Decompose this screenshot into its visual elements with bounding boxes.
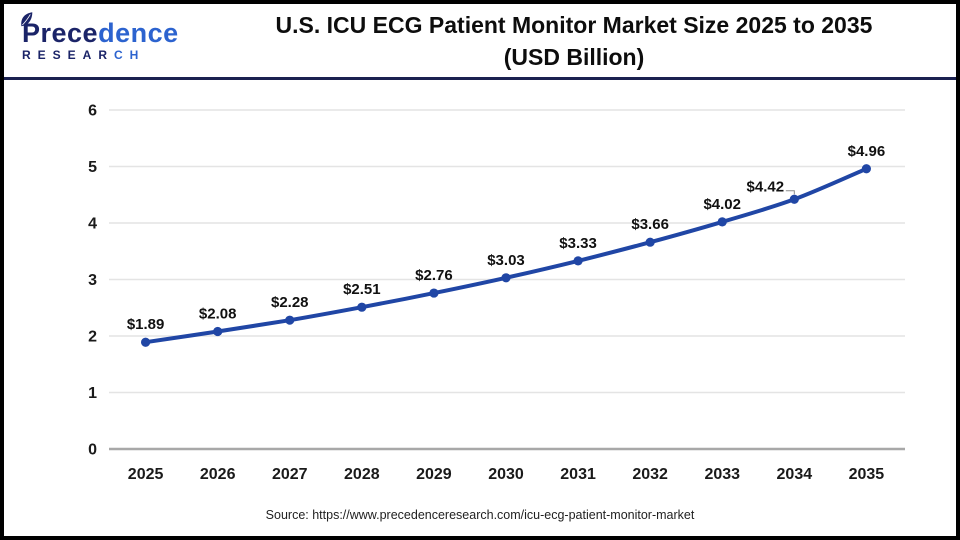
data-point-label: $4.42 bbox=[747, 178, 785, 195]
logo-wordmark: Precedence bbox=[22, 19, 216, 47]
y-axis-tick-label: 4 bbox=[88, 216, 97, 233]
logo-subtitle-dark: RESEAR bbox=[22, 47, 115, 62]
logo-subtitle: RESEARCH bbox=[22, 47, 216, 63]
data-point bbox=[357, 302, 367, 312]
data-point bbox=[429, 288, 439, 298]
data-point bbox=[501, 273, 511, 283]
data-point-label: $3.66 bbox=[631, 216, 669, 233]
y-axis-tick-label: 2 bbox=[88, 329, 97, 346]
label-leader-line bbox=[785, 190, 795, 195]
x-axis-year-label: 2027 bbox=[272, 466, 308, 483]
data-point-label: $3.33 bbox=[559, 235, 597, 252]
y-axis-tick-label: 3 bbox=[88, 272, 97, 289]
chart-title-line1: U.S. ICU ECG Patient Monitor Market Size… bbox=[275, 11, 873, 38]
x-axis-year-label: 2033 bbox=[704, 466, 740, 483]
x-axis-year-label: 2034 bbox=[777, 466, 813, 483]
precedence-research-logo: Precedence RESEARCH bbox=[16, 11, 216, 63]
data-point bbox=[573, 256, 583, 266]
x-axis-year-label: 2028 bbox=[344, 466, 380, 483]
y-axis-tick-label: 5 bbox=[88, 159, 97, 176]
data-point-label: $2.51 bbox=[343, 281, 381, 298]
x-axis-year-label: 2030 bbox=[488, 466, 524, 483]
market-size-line-chart: 0 1 2 3 4 5 6 2025 2026 2027 2028 2029 2030 2031 2032 2… bbox=[88, 103, 905, 483]
chart-title: U.S. ICU ECG Patient Monitor Market Size… bbox=[216, 9, 942, 73]
y-axis-tick-label: 1 bbox=[88, 385, 97, 402]
data-point-label: $1.89 bbox=[127, 316, 165, 333]
data-point bbox=[645, 237, 655, 247]
data-point bbox=[285, 315, 295, 325]
chart-title-line2: (USD Billion) bbox=[503, 43, 645, 70]
data-point bbox=[789, 194, 799, 204]
data-point-label: $4.02 bbox=[703, 196, 741, 213]
header: Precedence RESEARCH U.S. ICU ECG Patient… bbox=[4, 4, 956, 80]
data-point-label: $3.03 bbox=[487, 252, 525, 269]
data-point bbox=[717, 217, 727, 227]
source-caption: Source: https://www.precedenceresearch.c… bbox=[265, 508, 695, 522]
x-axis-year-label: 2031 bbox=[560, 466, 596, 483]
x-axis-year-label: 2026 bbox=[200, 466, 236, 483]
logo-subtitle-blue: CH bbox=[114, 47, 146, 62]
x-axis-year-label: 2025 bbox=[128, 466, 164, 483]
data-point bbox=[861, 164, 872, 174]
data-point bbox=[141, 337, 151, 347]
y-axis-tick-label: 0 bbox=[88, 442, 97, 459]
logo-text-blue: dence bbox=[98, 17, 179, 48]
x-axis-year-label: 2035 bbox=[849, 466, 885, 483]
x-axis-year-label: 2029 bbox=[416, 466, 452, 483]
leaf-icon bbox=[21, 11, 33, 26]
x-axis-year-label: 2032 bbox=[632, 466, 668, 483]
chart-area: 0 1 2 3 4 5 6 2025 2026 2027 2028 2029 2030 2031 2032 2… bbox=[4, 80, 956, 529]
data-point-label: $4.96 bbox=[848, 143, 886, 160]
data-point bbox=[213, 326, 223, 337]
data-point-label: $2.28 bbox=[271, 294, 309, 311]
data-point-label: $2.08 bbox=[199, 305, 237, 322]
y-axis-tick-label: 6 bbox=[88, 103, 97, 120]
logo-text-dark: Prece bbox=[22, 17, 99, 48]
data-point-label: $2.76 bbox=[415, 267, 453, 284]
